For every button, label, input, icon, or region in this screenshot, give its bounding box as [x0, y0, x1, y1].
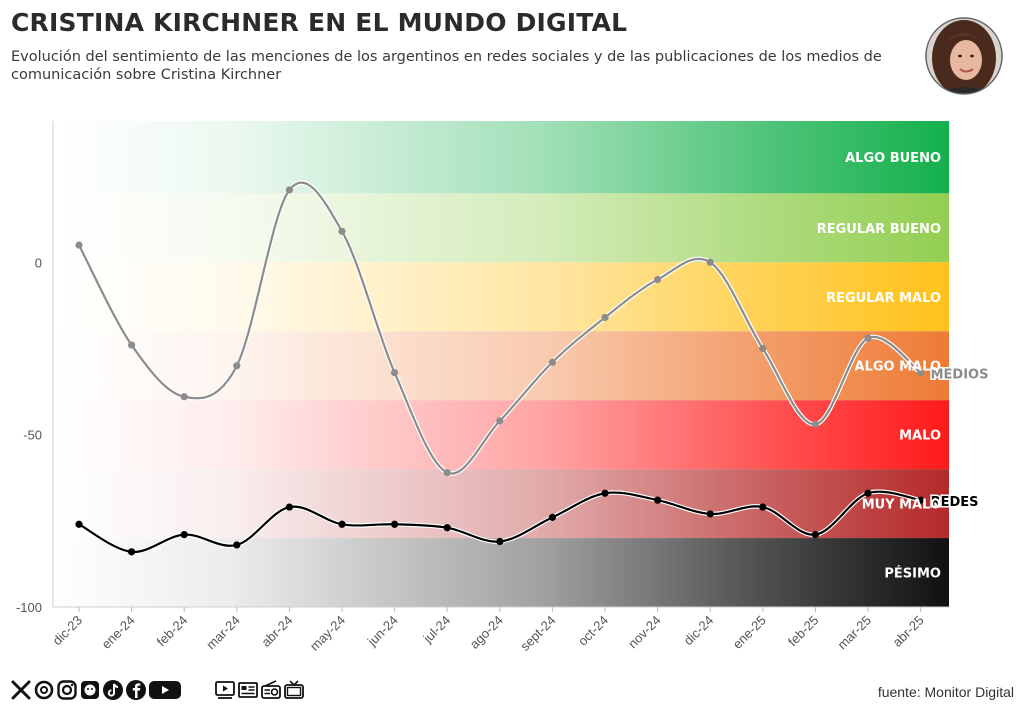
tv-icon: [283, 679, 305, 706]
chart-subtitle: Evolución del sentimiento de las mencion…: [11, 49, 882, 83]
data-point-medios: [917, 369, 925, 377]
series-label-redes: REDES: [931, 495, 979, 510]
band-label-algo-bueno: ALGO BUENO: [845, 151, 941, 166]
data-point-medios: [759, 344, 767, 353]
band-label-malo: MALO: [899, 429, 941, 444]
portrait-avatar: [925, 17, 1003, 95]
series-label-medios: MEDIOS: [931, 368, 989, 383]
data-point-redes: [917, 496, 925, 504]
data-point-medios: [811, 420, 820, 428]
data-point-medios: [864, 334, 872, 342]
video-icon: [214, 679, 236, 706]
data-point-medios: [233, 362, 241, 370]
data-point-redes: [548, 513, 557, 521]
data-point-redes: [128, 548, 136, 556]
x-tick-label: ago-24: [467, 613, 506, 652]
x-tick-label: abr-24: [258, 613, 295, 650]
youtube-icon[interactable]: [148, 679, 182, 706]
x-tick-label: may-24: [307, 613, 348, 654]
source-note: fuente: Monitor Digital: [877, 684, 1014, 700]
data-point-redes: [811, 531, 820, 539]
data-point-redes: [285, 503, 293, 511]
x-icon[interactable]: [10, 679, 32, 706]
x-tick-label: jun-24: [364, 613, 401, 650]
instagram-icon[interactable]: [56, 679, 78, 706]
data-point-medios: [285, 186, 293, 194]
facebook-icon[interactable]: [125, 679, 147, 706]
radio-icon: [260, 679, 282, 706]
data-point-redes: [496, 537, 504, 546]
band-label-regular-bueno: REGULAR BUENO: [817, 222, 941, 237]
x-tick-label: nov-24: [625, 613, 664, 652]
chart-title: CRISTINA KIRCHNER EN EL MUNDO DIGITAL: [11, 8, 628, 37]
data-point-medios: [654, 275, 662, 284]
data-point-redes: [391, 520, 399, 528]
x-tick-label: dic-23: [49, 613, 85, 649]
x-tick-label: ene-25: [730, 613, 769, 652]
sticker-icon[interactable]: [79, 679, 101, 706]
band-label-muy-malo: MUY MALO: [862, 498, 941, 513]
band-label-pesimo: PÉSIMO: [884, 566, 941, 582]
band-label-algo-malo: ALGO MALO: [855, 360, 941, 375]
data-point-medios: [338, 227, 346, 235]
data-point-medios: [496, 417, 504, 425]
data-point-medios: [128, 341, 136, 349]
data-point-medios: [443, 468, 451, 477]
data-point-redes: [601, 489, 609, 497]
social-icons: [10, 679, 306, 706]
data-point-redes: [233, 541, 241, 549]
x-tick-label: jul-24: [420, 613, 454, 647]
data-point-medios: [391, 369, 399, 377]
x-tick-label: oct-24: [575, 613, 611, 649]
x-tick-label: sept-24: [517, 613, 558, 654]
x-tick-label: mar-24: [203, 613, 243, 653]
x-tick-label: dic-24: [681, 613, 717, 649]
data-point-medios: [75, 241, 83, 249]
data-point-redes: [706, 510, 714, 518]
data-point-redes: [654, 496, 662, 504]
data-point-medios: [180, 393, 188, 401]
data-point-medios: [601, 313, 609, 322]
tiktok-icon[interactable]: [102, 679, 124, 706]
sentiment-chart: 0 -50 -100 dic-23 ene-24 feb-24 mar-24 abr-24 ma…: [16, 121, 990, 654]
threads-icon[interactable]: [33, 679, 55, 706]
newspaper-icon: [237, 679, 259, 706]
band-label-regular-malo: REGULAR MALO: [826, 291, 941, 306]
x-tick-label: mar-25: [834, 613, 874, 653]
x-tick-label: feb-24: [154, 613, 191, 650]
data-point-redes: [864, 489, 872, 497]
data-point-redes: [338, 520, 346, 528]
data-point-medios: [706, 258, 714, 266]
series-line-medios: [78, 181, 922, 475]
data-point-redes: [180, 531, 188, 539]
x-tick-label: ene-24: [98, 613, 137, 652]
y-tick-label: 0: [35, 255, 42, 270]
data-point-redes: [443, 524, 451, 532]
x-tick-label: abr-25: [890, 613, 927, 650]
data-point-redes: [75, 520, 83, 528]
y-tick-label: -100: [16, 600, 42, 615]
x-tick-label: feb-25: [785, 613, 822, 650]
data-point-medios: [548, 358, 557, 366]
data-point-redes: [759, 503, 767, 511]
y-tick-label: -50: [23, 428, 42, 443]
